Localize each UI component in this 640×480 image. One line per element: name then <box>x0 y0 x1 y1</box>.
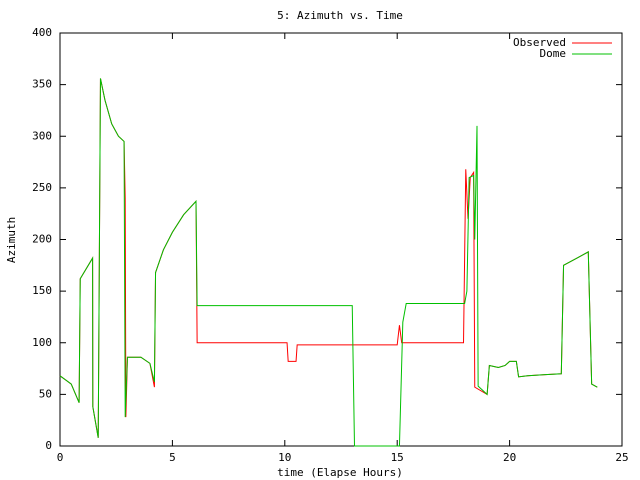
y-tick-label: 50 <box>39 387 52 400</box>
y-tick-label: 250 <box>32 181 52 194</box>
y-tick-label: 350 <box>32 78 52 91</box>
y-tick-label: 150 <box>32 284 52 297</box>
x-tick-label: 10 <box>278 451 291 464</box>
y-tick-label: 300 <box>32 129 52 142</box>
x-tick-label: 25 <box>615 451 628 464</box>
x-tick-label: 0 <box>57 451 64 464</box>
data-line <box>59 78 598 447</box>
chart-title: 5: Azimuth vs. Time <box>277 9 403 22</box>
y-tick-label: 0 <box>45 439 52 452</box>
x-tick-label: 15 <box>391 451 404 464</box>
y-axis-label: Azimuth <box>5 217 18 263</box>
plot-border <box>59 32 623 447</box>
x-tick-label: 20 <box>503 451 516 464</box>
x-axis-label: time (Elapse Hours) <box>277 466 403 479</box>
data-line <box>59 78 598 438</box>
y-tick-label: 100 <box>32 336 52 349</box>
legend-label: Dome <box>540 47 567 60</box>
legend-label: Observed <box>513 36 566 49</box>
y-tick-label: 200 <box>32 233 52 246</box>
x-tick-label: 5 <box>169 451 176 464</box>
y-tick-label: 400 <box>32 26 52 39</box>
